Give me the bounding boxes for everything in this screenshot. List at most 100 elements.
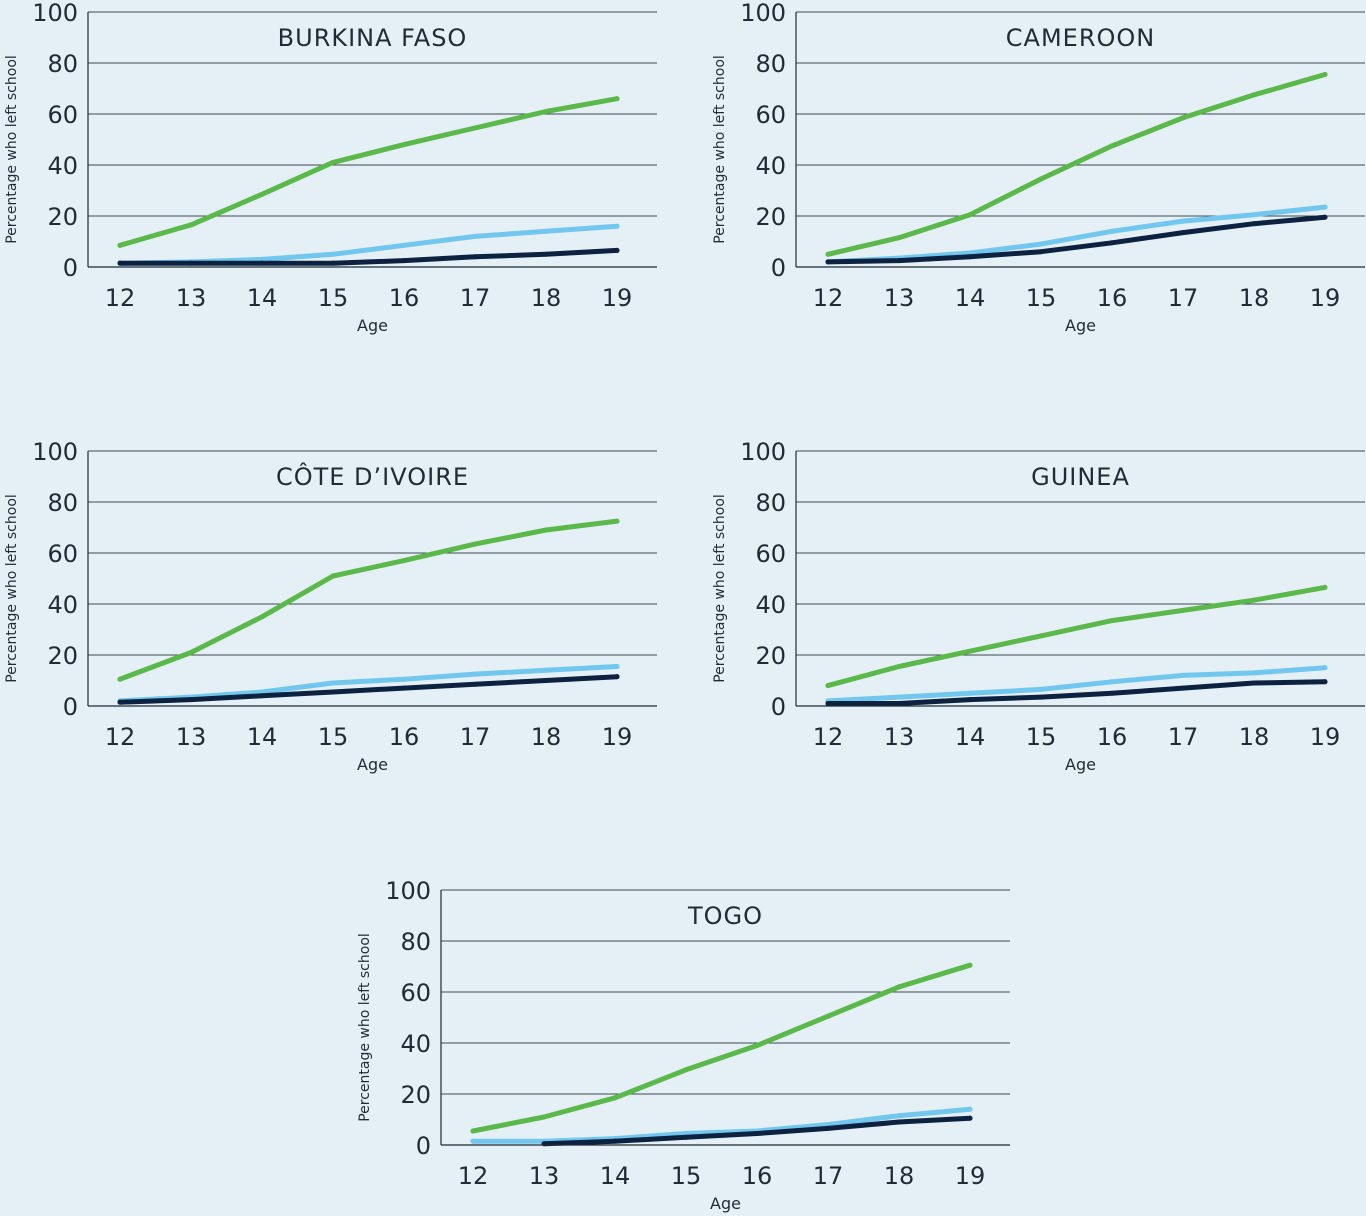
y-axis-title: Percentage who left school: [712, 55, 728, 244]
data-point: [1322, 204, 1328, 210]
series-line-2: [825, 665, 1328, 704]
data-point: [472, 671, 478, 677]
data-point: [472, 681, 478, 687]
data-point: [1251, 212, 1257, 218]
data-point: [1180, 230, 1186, 236]
series-line-2: [470, 1106, 973, 1144]
x-tick-label: 16: [742, 1162, 773, 1190]
x-tick-label: 15: [1026, 723, 1057, 751]
data-point: [825, 1013, 831, 1019]
data-point: [1322, 584, 1328, 590]
data-point: [614, 223, 620, 229]
data-point: [401, 676, 407, 682]
data-point: [614, 663, 620, 669]
series-line-1: [825, 584, 1328, 689]
data-point: [896, 700, 902, 706]
series-line-3: [117, 674, 620, 705]
data-point: [1251, 597, 1257, 603]
x-tick-label: 14: [247, 284, 278, 312]
data-point: [967, 1115, 973, 1121]
data-point: [472, 233, 478, 239]
x-tick-label: 14: [600, 1162, 631, 1190]
x-tick-label: 13: [176, 723, 207, 751]
y-tick-label: 0: [771, 693, 786, 721]
x-tick-label: 13: [176, 284, 207, 312]
data-point: [330, 689, 336, 695]
data-point: [825, 1125, 831, 1131]
data-point: [825, 683, 831, 689]
data-point: [967, 212, 973, 218]
y-axis-title: Percentage who left school: [4, 55, 20, 244]
data-point: [472, 541, 478, 547]
data-point: [1322, 214, 1328, 220]
y-tick-label: 80: [47, 50, 78, 78]
series-line-2: [117, 664, 620, 704]
data-point: [259, 260, 265, 266]
x-tick-label: 12: [105, 284, 136, 312]
data-point: [614, 674, 620, 680]
x-tick-label: 14: [247, 723, 278, 751]
y-tick-label: 100: [385, 877, 431, 905]
data-point: [683, 1067, 689, 1073]
data-point: [1038, 241, 1044, 247]
x-axis-title: Age: [710, 1194, 741, 1213]
x-tick-label: 18: [1239, 723, 1270, 751]
series-line-1: [470, 962, 973, 1134]
chart-title: TOGO: [687, 902, 763, 930]
data-point: [472, 125, 478, 131]
series-line-3: [117, 247, 620, 266]
y-tick-label: 0: [63, 693, 78, 721]
data-point: [825, 700, 831, 706]
data-point: [967, 690, 973, 696]
series-line-1: [117, 518, 620, 682]
data-point: [117, 676, 123, 682]
data-point: [117, 260, 123, 266]
data-point: [1109, 679, 1115, 685]
data-point: [401, 258, 407, 264]
y-tick-label: 40: [47, 591, 78, 619]
data-point: [1180, 672, 1186, 678]
x-tick-label: 12: [105, 723, 136, 751]
data-point: [470, 1138, 476, 1144]
data-point: [754, 1043, 760, 1049]
chart-panel-burkina-faso: BURKINA FASO 0 20 40 60 80 100 12 13 14 15 16 17 18 19…: [4, 0, 657, 335]
data-point: [1180, 115, 1186, 121]
y-tick-label: 20: [755, 203, 786, 231]
data-point: [401, 142, 407, 148]
y-tick-label: 60: [755, 101, 786, 129]
y-tick-label: 60: [400, 979, 431, 1007]
series-line-2: [117, 223, 620, 266]
data-point: [612, 1138, 618, 1144]
x-tick-label: 19: [955, 1162, 986, 1190]
chart-title: CÔTE D’IVOIRE: [276, 461, 469, 491]
chart-panel-cote-d-ivoire: CÔTE D’IVOIRE 0 20 40 60 80 100 12 13 14 15 16 17 18 1…: [4, 438, 657, 774]
data-point: [614, 96, 620, 102]
data-point: [541, 1114, 547, 1120]
data-point: [896, 258, 902, 264]
data-point: [470, 1128, 476, 1134]
data-point: [1038, 633, 1044, 639]
data-point: [543, 527, 549, 533]
y-tick-label: 80: [755, 489, 786, 517]
data-point: [543, 228, 549, 234]
data-point: [1180, 218, 1186, 224]
data-point: [967, 1106, 973, 1112]
chart-title: GUINEA: [1031, 463, 1130, 491]
x-tick-label: 16: [1097, 284, 1128, 312]
x-axis-title: Age: [357, 755, 388, 774]
y-tick-label: 20: [400, 1081, 431, 1109]
data-point: [259, 614, 265, 620]
data-point: [330, 573, 336, 579]
data-point: [188, 260, 194, 266]
data-point: [1109, 228, 1115, 234]
x-axis-title: Age: [357, 316, 388, 335]
y-tick-label: 100: [740, 438, 786, 466]
data-point: [825, 259, 831, 265]
data-point: [1038, 249, 1044, 255]
x-tick-label: 17: [460, 284, 491, 312]
x-tick-label: 12: [458, 1162, 489, 1190]
data-point: [1180, 685, 1186, 691]
chart-panel-guinea: GUINEA 0 20 40 60 80 100 12 13 14 15 16 17 18 19 Age Per…: [712, 438, 1365, 774]
x-tick-label: 16: [389, 284, 420, 312]
data-point: [1322, 71, 1328, 77]
